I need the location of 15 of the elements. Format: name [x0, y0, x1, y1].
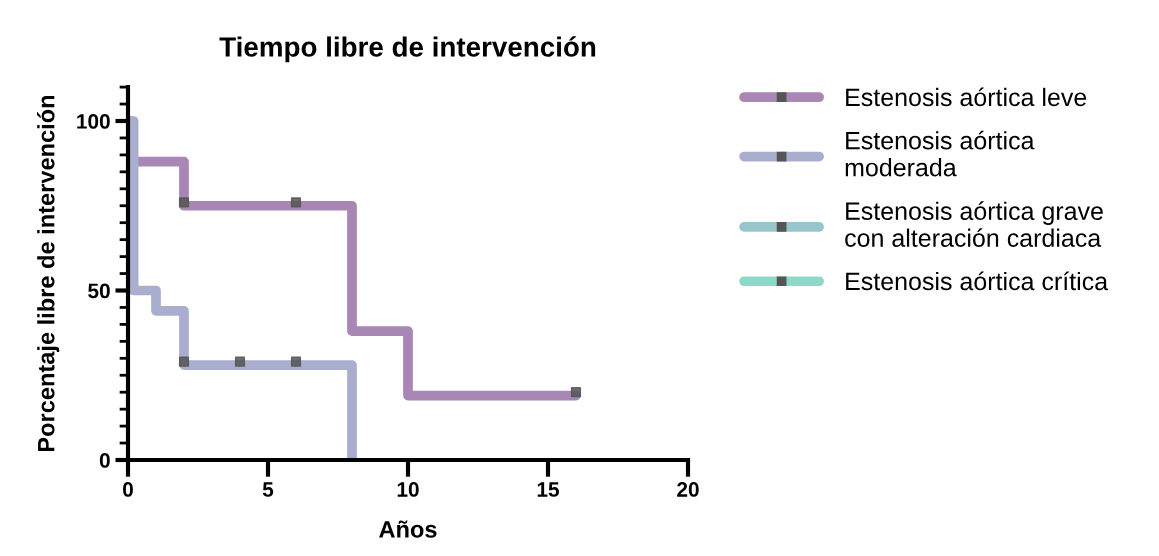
- chart-title: Tiempo libre de intervención: [219, 36, 596, 63]
- y-tick-label: 50: [88, 283, 110, 299]
- legend-label: Estenosis aórtica leve: [846, 87, 1087, 107]
- y-tick-label: 0: [99, 453, 110, 468]
- x-axis-title: Años: [379, 520, 437, 538]
- y-tick-label: 100: [77, 114, 110, 129]
- y-axis-title: Porcentaje libre de intervención: [37, 95, 60, 452]
- x-tick-label: 10: [397, 482, 419, 497]
- legend-label: Estenosis aórtica moderada: [845, 130, 1035, 177]
- legend-label: Estenosis aórtica crítica: [846, 271, 1109, 291]
- legend-label: Estenosis aórtica grave con alteración cardiaca: [845, 201, 1103, 247]
- x-tick-label: 15: [537, 482, 560, 497]
- x-tick-label: 20: [677, 482, 699, 497]
- x-tick-label: 0: [123, 482, 133, 497]
- x-tick-label: 5: [262, 482, 274, 497]
